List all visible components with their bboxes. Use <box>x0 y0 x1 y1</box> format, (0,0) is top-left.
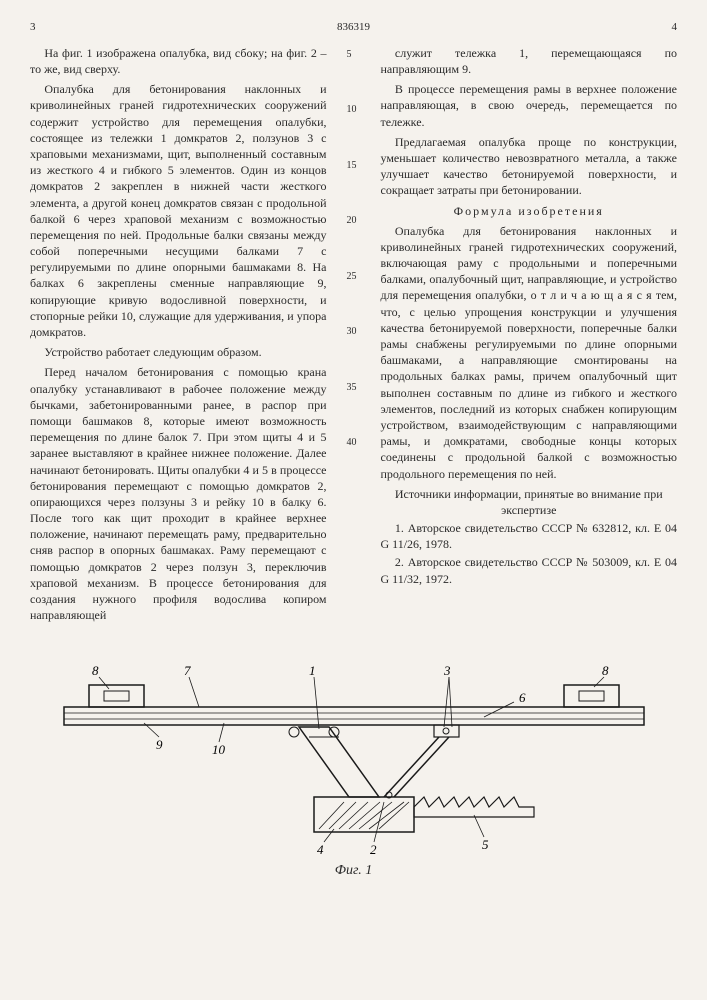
para: На фиг. 1 изображена опалубка, вид сбоку… <box>30 45 327 77</box>
fig-label-3: 3 <box>443 663 451 678</box>
fig-label-5: 5 <box>482 837 489 852</box>
ref-item: 2. Авторское свидетельство СССР № 503009… <box>381 554 678 586</box>
line-number-gutter: 5 10 15 20 25 30 35 40 <box>347 45 361 628</box>
patent-number: 836319 <box>337 20 370 35</box>
fig-label-9: 9 <box>156 737 163 752</box>
fig-label-2: 2 <box>370 842 377 857</box>
line-mark: 5 <box>347 48 361 62</box>
figure-svg: 8 9 7 10 1 3 6 8 4 2 5 <box>44 657 664 857</box>
claim-text: Опалубка для бетонирования наклонных и к… <box>381 223 678 482</box>
fig-label-7: 7 <box>184 663 191 678</box>
fig-label-10: 10 <box>212 742 226 757</box>
figure-1: 8 9 7 10 1 3 6 8 4 2 5 Фиг. 1 <box>30 657 677 881</box>
para: служит тележка 1, перемещающаяся по напр… <box>381 45 678 77</box>
para: Устройство работает следующим образом. <box>30 344 327 360</box>
page-num-left: 3 <box>30 20 36 35</box>
line-mark: 40 <box>347 436 361 450</box>
para: Предлагаемая опалубка проще по конструкц… <box>381 134 678 199</box>
page-header: 3 836319 4 <box>30 20 677 35</box>
fig-label-1: 1 <box>309 663 316 678</box>
line-mark: 10 <box>347 103 361 117</box>
para: Опалубка для бетонирования наклонных и к… <box>30 81 327 340</box>
fig-label-8: 8 <box>92 663 99 678</box>
para: Перед началом бетонирования с помощью кр… <box>30 364 327 623</box>
line-mark: 35 <box>347 381 361 395</box>
line-mark: 30 <box>347 325 361 339</box>
fig-label-6: 6 <box>519 690 526 705</box>
fig-label-8b: 8 <box>602 663 609 678</box>
ref-item: 1. Авторское свидетельство СССР № 632812… <box>381 520 678 552</box>
page-num-right: 4 <box>672 20 678 35</box>
figure-caption: Фиг. 1 <box>30 862 677 881</box>
line-mark: 15 <box>347 159 361 173</box>
line-mark: 20 <box>347 214 361 228</box>
formula-title: Формула изобретения <box>381 203 678 219</box>
references: Источники информации, принятые во вниман… <box>381 486 678 587</box>
line-mark: 25 <box>347 270 361 284</box>
para: В процессе перемещения рамы в верхнее по… <box>381 81 678 130</box>
text-columns: На фиг. 1 изображена опалубка, вид сбоку… <box>30 45 677 628</box>
left-column: На фиг. 1 изображена опалубка, вид сбоку… <box>30 45 327 628</box>
fig-label-4: 4 <box>317 842 324 857</box>
right-column: служит тележка 1, перемещающаяся по напр… <box>381 45 678 628</box>
refs-title: Источники информации, принятые во вниман… <box>381 486 678 518</box>
